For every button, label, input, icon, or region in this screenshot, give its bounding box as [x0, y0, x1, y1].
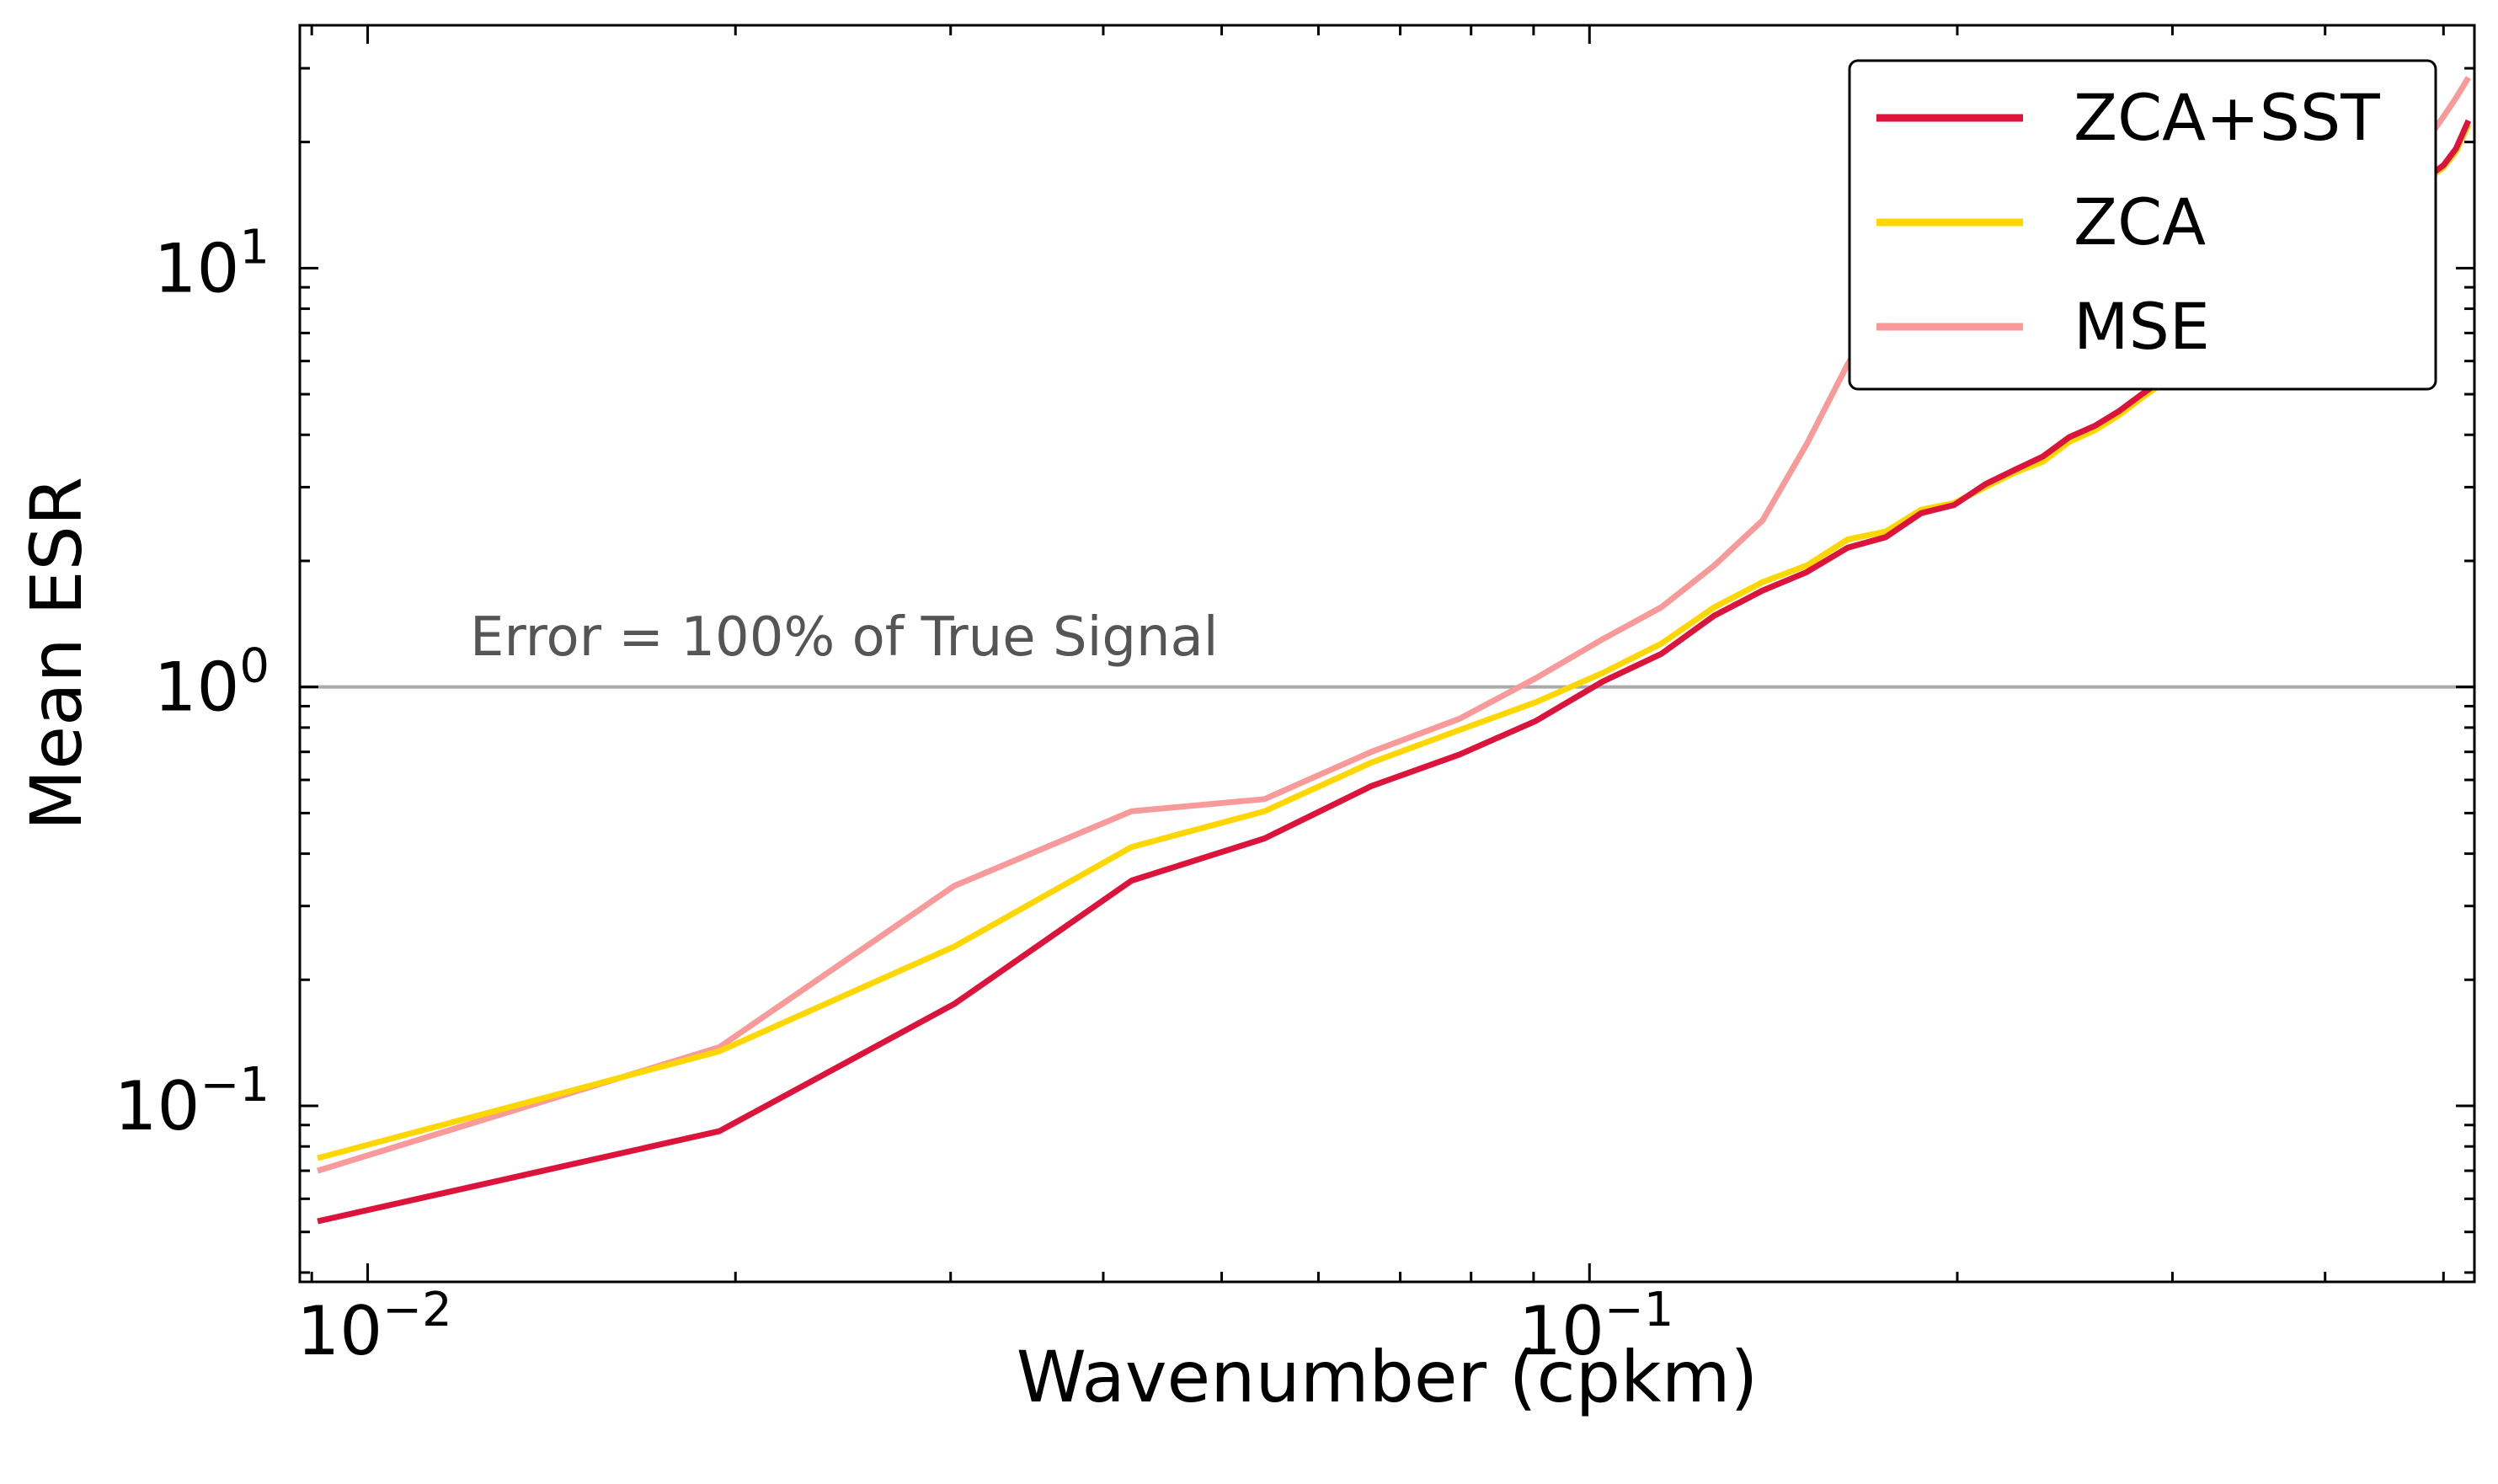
- x-tick-label: 10−1: [1519, 1283, 1673, 1370]
- x-tick-label: 10−2: [296, 1283, 451, 1370]
- legend-label-zca-sst: ZCA+SST: [2074, 80, 2380, 155]
- y-axis-label: Mean ESR: [15, 477, 98, 830]
- plot-frame: [298, 24, 2476, 1284]
- ticks-group: 10−2 10−1 10−1 100 101: [115, 25, 2474, 1370]
- y-tick-label: 100: [154, 639, 270, 727]
- legend-box: [1848, 59, 2437, 391]
- y-tick-label: 101: [154, 220, 270, 307]
- legend-label-zca: ZCA: [2074, 184, 2206, 259]
- x-axis-label: Wavenumber (cpkm): [1017, 1336, 1759, 1418]
- legend: ZCA+SST ZCA MSE: [1848, 59, 2437, 391]
- y-tick-label: 10−1: [115, 1058, 270, 1145]
- reference-line-label: Error = 100% of True Signal: [470, 606, 1219, 669]
- legend-label-mse: MSE: [2074, 289, 2210, 364]
